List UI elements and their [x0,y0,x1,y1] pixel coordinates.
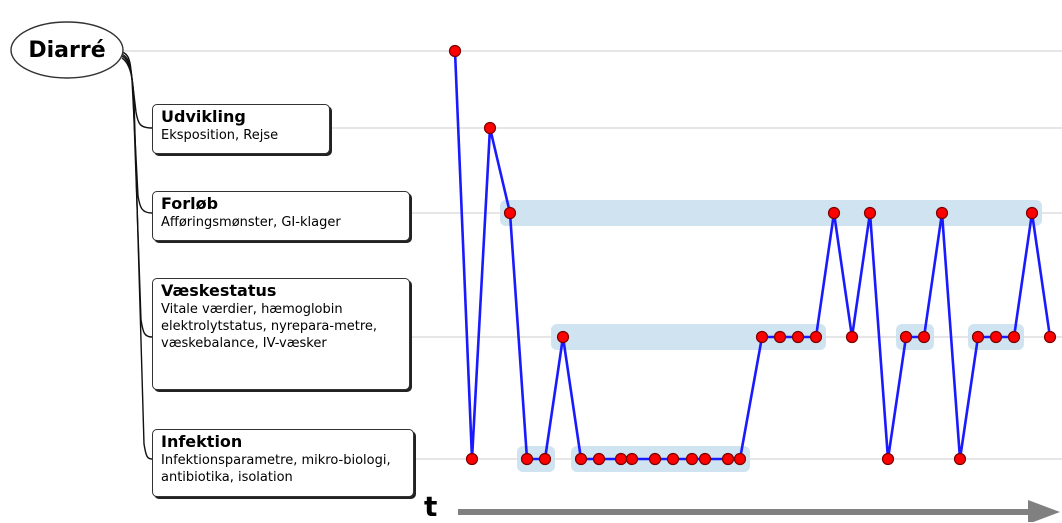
timeline-point-15 [721,452,735,466]
category-subtitle-vaeskestatus: Vitale værdier, hæmoglobin elektrolytsta… [161,302,378,351]
category-title-vaeskestatus: Væskestatus [161,281,277,300]
timeline-point-33 [1043,330,1057,344]
timeline-point-8 [592,452,606,466]
timeline-point-19 [791,330,805,344]
timeline-point-12 [666,452,680,466]
timeline-point-24 [881,452,895,466]
timeline-point-1 [465,452,479,466]
timeline-point-23 [863,206,877,220]
category-subtitle-udvikling: Eksposition, Rejse [161,128,279,143]
category-box-udvikling: Udvikling Eksposition, Rejse [152,104,330,154]
timeline-point-28 [953,452,967,466]
timeline-point-16 [733,452,747,466]
timeline-point-26 [917,330,931,344]
root-node-label: Diarré [28,37,106,63]
timeline-point-4 [520,452,534,466]
time-arrow-head [1028,500,1060,522]
timeline-point-17 [755,330,769,344]
category-box-forlob: Forløb Afføringsmønster, GI-klager [152,191,410,241]
connector-udvikling [119,51,153,129]
category-title-infektion: Infektion [161,432,243,451]
timeline-point-7 [574,452,588,466]
timeline-point-5 [538,452,552,466]
category-subtitle-infektion: Infektionsparametre, mikro-biologi, anti… [161,453,391,485]
timeline-point-10 [625,452,639,466]
category-subtitle-forlob: Afføringsmønster, GI-klager [161,215,341,230]
timeline-point-18 [773,330,787,344]
connector-infektion [121,57,153,460]
timeline-point-30 [989,330,1003,344]
time-axis-label: t [424,490,438,523]
band-forlob [500,200,1042,226]
category-connectors [119,51,153,460]
timeline-point-27 [935,206,949,220]
timeline-point-31 [1007,330,1021,344]
timeline-point-11 [648,452,662,466]
root-node-ellipse [10,21,124,79]
timeline-point-14 [698,452,712,466]
timeline-point-6 [556,330,570,344]
category-title-udvikling: Udvikling [161,107,246,126]
timeline-point-20 [809,330,823,344]
timeline-point-22 [845,330,859,344]
timeline-point-29 [971,330,985,344]
timeline-point-9 [614,452,628,466]
timeline-point-2 [483,121,497,135]
timeline-trace [453,50,1052,461]
category-box-infektion: Infektion Infektionsparametre, mikro-bio… [152,429,414,497]
category-box-vaeskestatus: Væskestatus Vitale værdier, hæmoglobin e… [152,278,410,390]
timeline-point-32 [1025,206,1039,220]
timeline-point-0 [448,44,462,58]
timeline-point-3 [503,206,517,220]
category-title-forlob: Forløb [161,194,219,213]
timeline-point-21 [827,206,841,220]
timeline-point-25 [899,330,913,344]
timeline-points [448,44,1057,466]
band-vaeskestatus-early [551,324,768,350]
timeline-point-13 [685,452,699,466]
